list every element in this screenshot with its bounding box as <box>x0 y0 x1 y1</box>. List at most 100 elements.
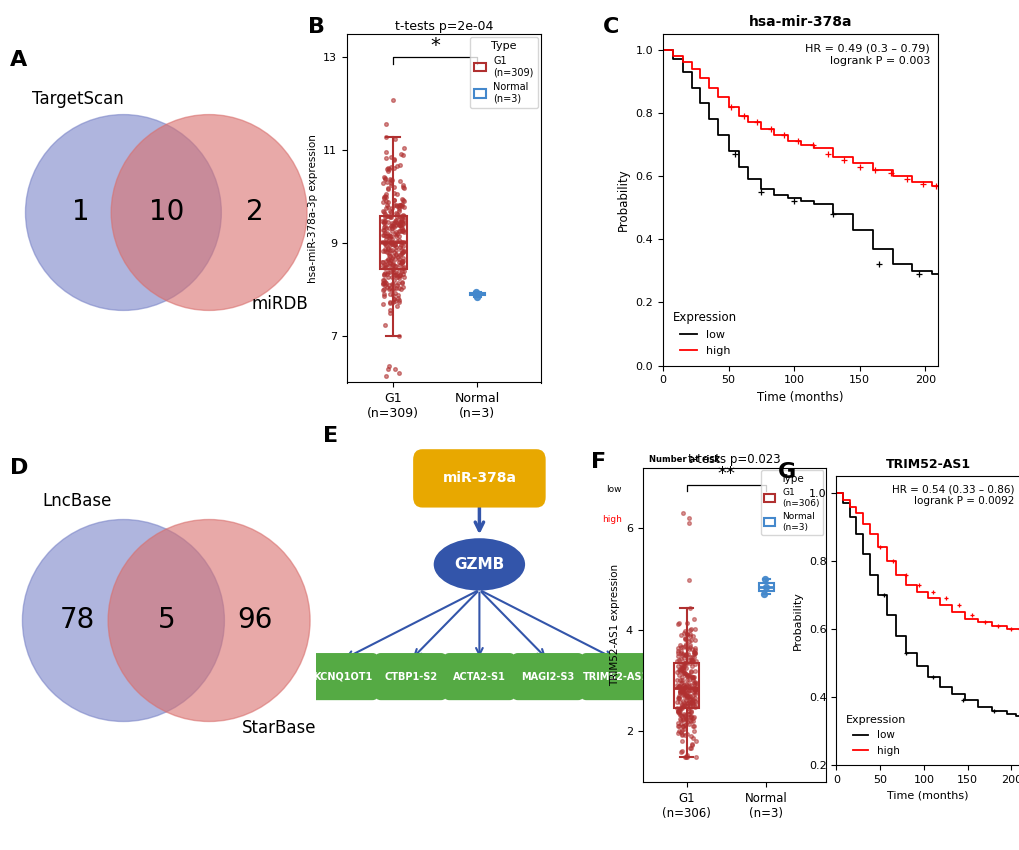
FancyBboxPatch shape <box>512 653 584 700</box>
Point <box>382 307 398 320</box>
Text: ACTA2-S1: ACTA2-S1 <box>452 672 505 682</box>
FancyBboxPatch shape <box>374 653 446 700</box>
low <box>900 648 912 658</box>
Point <box>378 194 394 207</box>
Point <box>676 684 692 698</box>
Point <box>377 242 393 256</box>
Point <box>683 650 699 664</box>
Point <box>394 193 411 207</box>
Point <box>687 695 703 709</box>
Point <box>380 242 396 256</box>
Point <box>671 686 687 700</box>
Point <box>676 651 692 665</box>
low <box>711 114 723 124</box>
Point <box>679 686 695 700</box>
Point <box>389 288 406 302</box>
Text: 6: 6 <box>856 515 862 524</box>
Point <box>687 685 703 699</box>
Point <box>672 694 688 708</box>
Point <box>684 671 700 684</box>
Point <box>681 699 697 712</box>
high <box>837 488 849 498</box>
low <box>931 269 944 279</box>
Point <box>387 230 404 243</box>
Point <box>379 252 395 266</box>
high <box>693 73 705 83</box>
Point <box>675 689 691 703</box>
Point <box>687 694 703 707</box>
Point <box>682 705 698 718</box>
low <box>767 190 780 200</box>
low <box>958 688 970 699</box>
Point <box>675 684 691 698</box>
Point <box>682 692 698 706</box>
Point <box>686 685 702 699</box>
Point <box>677 648 693 661</box>
Point <box>384 258 400 271</box>
Point <box>671 662 687 676</box>
Point <box>391 218 408 231</box>
Point <box>680 683 696 697</box>
Circle shape <box>108 519 310 722</box>
Point <box>393 235 410 249</box>
Point <box>681 708 697 722</box>
Point <box>679 696 695 710</box>
Point <box>382 265 398 279</box>
Point <box>386 259 403 273</box>
Point <box>379 252 395 265</box>
Point <box>376 244 392 258</box>
Point <box>672 638 688 651</box>
Point <box>377 117 393 131</box>
high <box>849 508 861 518</box>
high <box>742 111 754 122</box>
Point <box>672 681 688 694</box>
Point <box>678 632 694 646</box>
Point <box>385 281 401 295</box>
Point <box>390 252 407 266</box>
low <box>826 200 839 210</box>
Point <box>388 228 405 241</box>
Point <box>394 267 411 280</box>
Point <box>389 276 406 290</box>
Point <box>686 677 702 690</box>
Point <box>395 244 412 258</box>
Point <box>681 700 697 713</box>
Point <box>673 698 689 711</box>
Point <box>683 678 699 692</box>
Title: t-tests p=0.023: t-tests p=0.023 <box>688 453 780 467</box>
Point <box>391 329 408 343</box>
Point <box>381 243 397 257</box>
Point <box>668 691 685 705</box>
Point <box>677 688 693 702</box>
Text: 154: 154 <box>654 484 671 494</box>
high <box>781 130 793 140</box>
Point <box>682 696 698 710</box>
Text: GZMB: GZMB <box>453 557 504 572</box>
Point <box>674 660 690 673</box>
Point <box>377 279 393 292</box>
Point <box>381 282 397 296</box>
Point <box>684 660 700 673</box>
Point <box>681 517 697 530</box>
high <box>849 502 861 512</box>
Point <box>686 622 702 636</box>
Point <box>668 726 685 740</box>
low <box>666 45 679 55</box>
Point <box>674 727 690 740</box>
Point <box>679 750 695 763</box>
Point <box>673 709 689 722</box>
Point <box>379 230 395 243</box>
Text: 5: 5 <box>791 484 796 494</box>
low <box>889 610 901 620</box>
high <box>931 180 944 190</box>
low <box>666 54 679 65</box>
low <box>767 184 780 194</box>
Point <box>375 269 391 282</box>
Point <box>379 280 395 293</box>
high <box>1000 624 1012 634</box>
Point <box>391 258 408 272</box>
Point <box>668 720 685 734</box>
Point <box>677 718 693 732</box>
Point <box>668 695 685 709</box>
Point <box>377 258 393 272</box>
